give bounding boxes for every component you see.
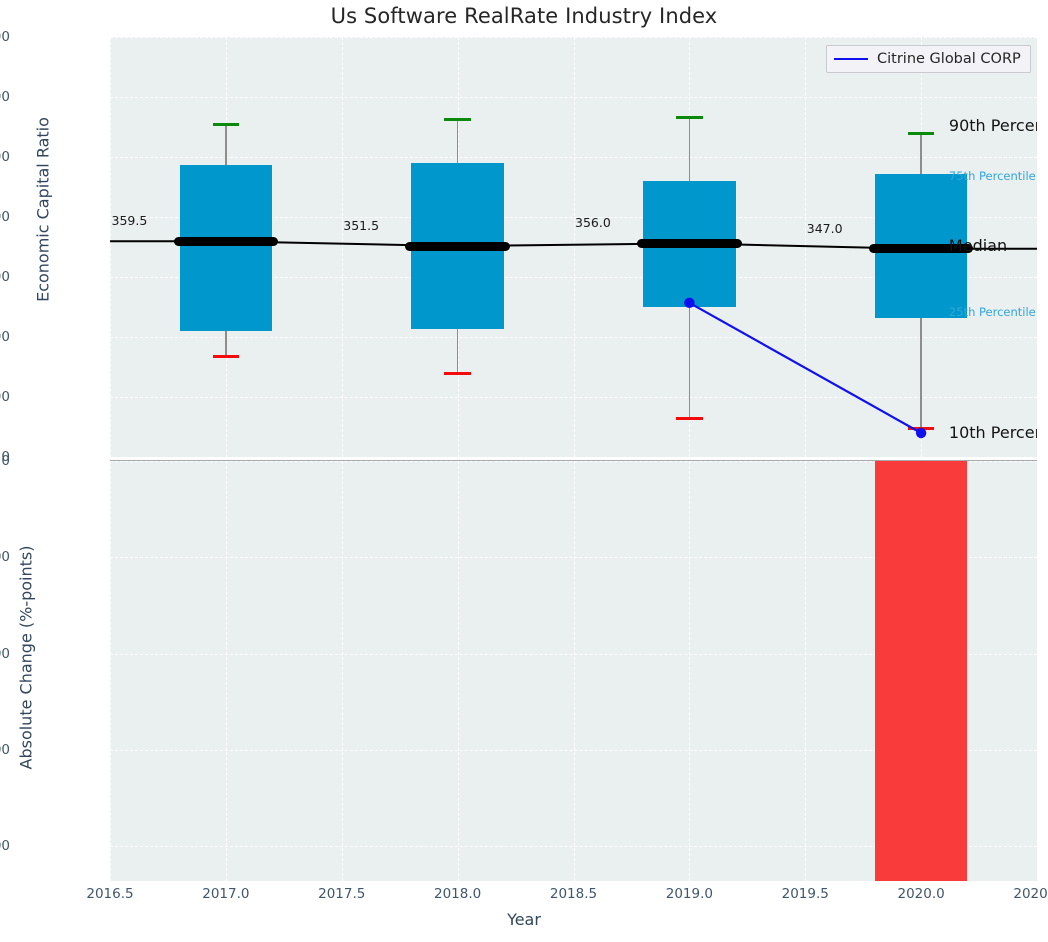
gridline-vertical (689, 461, 691, 881)
annotation-75th-percentile: 75th Percentile (948, 169, 1036, 184)
y-axis-tick-label: −20000 (0, 838, 10, 855)
y-axis-tick-label: 200 (0, 329, 10, 345)
y-axis-tick-label: 0 (1, 449, 10, 465)
x-axis-tick-label: 2017.0 (202, 886, 250, 902)
box-interquartile-range (179, 164, 273, 331)
gridline-vertical (110, 37, 111, 457)
x-axis-tick-label: 2019.5 (781, 886, 829, 902)
y-axis-tick-label: 600 (0, 89, 10, 105)
y-axis-tick-label: 500 (0, 149, 10, 165)
negative-change-bar (874, 461, 968, 881)
whisker-cap-p90 (676, 115, 703, 119)
median-value-label: 356.0 (575, 215, 611, 231)
lower-y-axis-label: Absolute Change (%-points) (16, 545, 36, 770)
gridline-vertical (457, 461, 459, 881)
median-value-label: 347.0 (806, 220, 843, 236)
x-axis-tick-label: 2016.5 (86, 886, 134, 902)
y-axis-tick-label: 100 (0, 389, 10, 405)
whisker-cap-p10 (907, 427, 935, 431)
legend[interactable]: Citrine Global CORP (826, 45, 1031, 73)
gridline-vertical (341, 461, 343, 881)
whisker-cap-p90 (907, 132, 935, 136)
y-axis-tick-label: 400 (0, 209, 10, 225)
annotation-25th-percentile: 25th Percentile (948, 305, 1036, 319)
lower-plot-area (110, 461, 1037, 881)
gridline-vertical (225, 461, 227, 881)
x-axis-tick-label: 2018.5 (549, 886, 598, 902)
y-axis-tick-label: 300 (0, 269, 10, 285)
gridline-vertical (110, 461, 111, 881)
x-axis-tick-label: 2019.0 (665, 886, 713, 902)
page-title: Us Software RealRate Industry Index (330, 4, 718, 28)
gridline-vertical (341, 37, 343, 457)
legend-line-swatch (834, 58, 868, 60)
gridline-vertical (805, 37, 807, 457)
median-marker (405, 241, 510, 251)
y-axis-tick-label: −15000 (0, 741, 10, 758)
x-axis-tick-label: 2017.5 (318, 886, 366, 902)
median-value-label: 359.5 (111, 213, 148, 229)
median-marker (637, 238, 742, 248)
upper-y-axis-label: Economic Capital Ratio (33, 117, 53, 302)
x-axis-label: Year (507, 910, 541, 929)
gridline-vertical (573, 461, 575, 881)
x-axis-tick-label: 2020.0 (897, 886, 945, 902)
x-axis-tick-label: 2018.0 (434, 886, 482, 902)
y-axis-tick-label: −5000 (0, 549, 10, 566)
y-axis-tick-label: 0 (1, 453, 10, 469)
whisker-cap-p10 (444, 371, 471, 375)
upper-plot-area: 359.5 351.5 356.0 347.0 90th Percentile 75th… (110, 37, 1037, 457)
y-axis-tick-label: 700 (0, 29, 10, 45)
whisker-cap-p90 (212, 123, 240, 127)
y-axis-tick-label: −10000 (0, 645, 10, 662)
legend-item-label: Citrine Global CORP (877, 51, 1021, 67)
median-value-label: 351.5 (343, 218, 380, 234)
zero-axis-line (110, 460, 1037, 461)
gridline-vertical (573, 37, 575, 457)
gridline-vertical (805, 461, 807, 881)
whisker-cap-p10 (212, 355, 240, 359)
whisker-cap-p90 (444, 117, 471, 121)
x-axis-tick-label: 2020.5 (1013, 886, 1048, 902)
annotation-10th-percentile: 10th Percentile (948, 423, 1037, 443)
annotation-median: Median (948, 236, 1008, 255)
median-marker (173, 236, 279, 246)
annotation-90th-percentile: 90th Percentile (948, 116, 1037, 135)
whisker-cap-p10 (676, 417, 703, 421)
